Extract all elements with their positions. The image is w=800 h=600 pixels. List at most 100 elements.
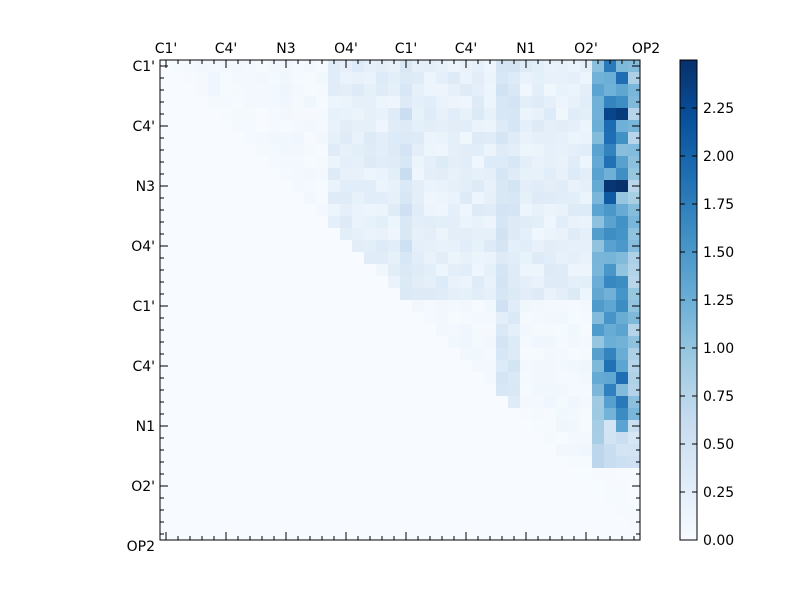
heatmap-cell — [508, 348, 521, 361]
heatmap-cell — [544, 300, 557, 313]
heatmap-cell — [316, 120, 329, 133]
heatmap-cell — [412, 396, 425, 409]
heatmap-cell — [532, 432, 545, 445]
heatmap-cell — [256, 120, 269, 133]
heatmap-cell — [580, 348, 593, 361]
heatmap-cell — [376, 192, 389, 205]
heatmap-cell — [196, 432, 209, 445]
x-tick-label: C1' — [155, 41, 178, 57]
heatmap-cell — [568, 444, 581, 457]
heatmap-cell — [628, 144, 641, 157]
heatmap-cell — [232, 384, 245, 397]
heatmap-cell — [628, 444, 641, 457]
heatmap-cell — [460, 264, 473, 277]
heatmap-cell — [172, 360, 185, 373]
heatmap-cell — [268, 216, 281, 229]
heatmap-cell — [424, 456, 437, 469]
heatmap-cell — [280, 216, 293, 229]
heatmap-cell — [388, 420, 401, 433]
heatmap-cell — [292, 516, 305, 529]
heatmap-cell — [460, 336, 473, 349]
heatmap-cell — [496, 312, 509, 325]
heatmap-cell — [376, 84, 389, 97]
heatmap-cell — [220, 228, 233, 241]
heatmap-cell — [580, 312, 593, 325]
heatmap-cell — [352, 480, 365, 493]
heatmap-cell — [532, 168, 545, 181]
heatmap-cell — [340, 480, 353, 493]
heatmap-cell — [568, 384, 581, 397]
heatmap-cell — [352, 300, 365, 313]
x-tick-label: C4' — [215, 41, 238, 57]
heatmap-cell — [448, 444, 461, 457]
heatmap-cell — [364, 336, 377, 349]
heatmap-cell — [448, 372, 461, 385]
heatmap-cell — [160, 336, 173, 349]
heatmap-cell — [256, 492, 269, 505]
heatmap-cell — [208, 312, 221, 325]
heatmap-cell — [328, 180, 341, 193]
heatmap-cell — [244, 204, 257, 217]
heatmap-cell — [388, 336, 401, 349]
heatmap-cell — [436, 336, 449, 349]
heatmap-cell — [616, 432, 629, 445]
heatmap-cell — [256, 60, 269, 73]
heatmap-cell — [616, 168, 629, 181]
heatmap-cell — [352, 312, 365, 325]
heatmap-cell — [232, 348, 245, 361]
heatmap-cell — [460, 372, 473, 385]
heatmap-cell — [376, 216, 389, 229]
heatmap-cell — [424, 420, 437, 433]
heatmap-cell — [616, 180, 629, 193]
colorbar-tick-label: 1.75 — [703, 197, 734, 213]
heatmap-cell — [376, 228, 389, 241]
heatmap-cell — [412, 348, 425, 361]
heatmap-cell — [604, 108, 617, 121]
heatmap-cell — [208, 372, 221, 385]
heatmap-cell — [220, 396, 233, 409]
heatmap-cell — [280, 192, 293, 205]
heatmap-cell — [388, 96, 401, 109]
heatmap-cell — [580, 480, 593, 493]
heatmap-cell — [412, 468, 425, 481]
heatmap-cell — [196, 480, 209, 493]
heatmap-cell — [400, 144, 413, 157]
heatmap-cell — [460, 360, 473, 373]
heatmap-cell — [472, 60, 485, 73]
heatmap-cell — [244, 300, 257, 313]
heatmap-cell — [316, 516, 329, 529]
heatmap-cell — [256, 288, 269, 301]
heatmap-cell — [328, 492, 341, 505]
heatmap-cell — [232, 420, 245, 433]
heatmap-cell — [304, 336, 317, 349]
heatmap-cell — [460, 72, 473, 85]
heatmap-cell — [508, 492, 521, 505]
heatmap-cell — [220, 444, 233, 457]
heatmap-cell — [268, 72, 281, 85]
heatmap-cell — [460, 300, 473, 313]
heatmap-cell — [364, 168, 377, 181]
heatmap-cell — [304, 276, 317, 289]
heatmap-cell — [160, 432, 173, 445]
heatmap-cell — [388, 288, 401, 301]
heatmap-cell — [172, 528, 185, 541]
heatmap-cell — [352, 504, 365, 517]
heatmap-cell — [508, 264, 521, 277]
heatmap-cell — [460, 504, 473, 517]
heatmap-cell — [304, 372, 317, 385]
y-tick-label: O2' — [131, 479, 155, 495]
heatmap-cell — [256, 444, 269, 457]
heatmap-cell — [412, 372, 425, 385]
heatmap-cell — [436, 84, 449, 97]
heatmap-cell — [184, 204, 197, 217]
heatmap-cell — [508, 504, 521, 517]
heatmap-cell — [436, 96, 449, 109]
heatmap-cell — [484, 516, 497, 529]
heatmap-cell — [532, 300, 545, 313]
heatmap-cell — [364, 528, 377, 541]
heatmap-cell — [328, 216, 341, 229]
heatmap-cell — [448, 144, 461, 157]
heatmap-cell — [592, 528, 605, 541]
heatmap-cell — [196, 168, 209, 181]
